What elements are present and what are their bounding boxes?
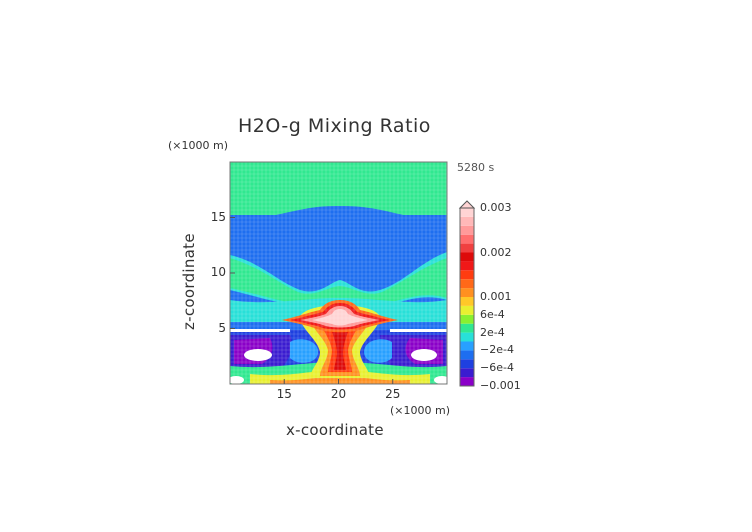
colorbar-swatch xyxy=(460,323,474,333)
colorbar-extend-arrow xyxy=(458,200,476,209)
white-cell-left xyxy=(244,349,272,361)
chart-title: H2O-g Mixing Ratio xyxy=(238,115,431,137)
dark-cells xyxy=(230,335,447,372)
colorbar-label: 0.003 xyxy=(480,201,512,214)
colorbar-swatch xyxy=(460,279,474,289)
colorbar-swatch xyxy=(460,377,474,386)
y-tick-label: 5 xyxy=(218,320,226,335)
white-strip xyxy=(230,329,447,332)
colorbar-label: −0.001 xyxy=(480,379,521,392)
purple-core xyxy=(234,338,443,364)
y-axis-label: z-coordinate xyxy=(180,233,198,330)
colorbar-label: 6e-4 xyxy=(480,307,505,321)
colorbar-swatch xyxy=(460,359,474,369)
y-axis-unit: (×1000 m) xyxy=(168,139,229,152)
colorbar-swatch xyxy=(460,305,474,315)
colorbar-label: −2e-4 xyxy=(480,343,514,357)
x-tick-label: 20 xyxy=(330,387,347,401)
y-tick-label: 10 xyxy=(210,265,226,279)
colorbar-label: −6e-4 xyxy=(480,361,514,375)
white-cell-right xyxy=(411,349,437,361)
colorbar-swatch xyxy=(460,341,474,351)
colorbar-swatch xyxy=(460,261,474,271)
x-tick-label: 25 xyxy=(385,387,401,401)
colorbar-swatch xyxy=(460,314,474,324)
colorbar-swatch xyxy=(460,288,474,297)
colorbar-swatch xyxy=(460,368,474,378)
colorbar xyxy=(458,200,476,387)
contour-field xyxy=(230,162,447,384)
upper-blue-tongue xyxy=(230,205,447,232)
colorbar-swatch xyxy=(460,243,474,253)
colorbar-swatch xyxy=(460,350,474,360)
colorbar-swatch xyxy=(460,234,474,244)
axis-ticks xyxy=(230,217,394,384)
x-tick-label: 15 xyxy=(276,387,292,401)
colorbar-swatch xyxy=(460,216,474,226)
surface-orange-band xyxy=(270,376,410,384)
x-axis-unit: (×1000 m) xyxy=(390,404,451,417)
x-axis-label: x-coordinate xyxy=(286,421,384,439)
grid-lines xyxy=(230,162,447,384)
y-tick-label: 15 xyxy=(210,209,226,224)
colorbar-label: 0.002 xyxy=(480,245,512,259)
eddy-cyan-left xyxy=(290,339,318,363)
green-lobe-upper xyxy=(230,258,447,304)
eddy-cyan-right xyxy=(364,339,392,363)
surface-white-left xyxy=(230,376,244,384)
colorbar-swatch xyxy=(460,297,474,306)
colorbar-label: 2e-4 xyxy=(480,325,505,339)
time-label: 5280 s xyxy=(457,161,495,174)
colorbar-swatch xyxy=(460,208,474,217)
colorbar-swatch xyxy=(460,225,474,235)
colorbar-swatch xyxy=(460,252,474,262)
anvil-core xyxy=(312,309,368,326)
colorbar-label: 0.001 xyxy=(480,290,512,303)
colorbar-swatch xyxy=(460,270,474,280)
surface-white-right xyxy=(434,376,447,384)
colorbar-swatch xyxy=(460,332,474,342)
